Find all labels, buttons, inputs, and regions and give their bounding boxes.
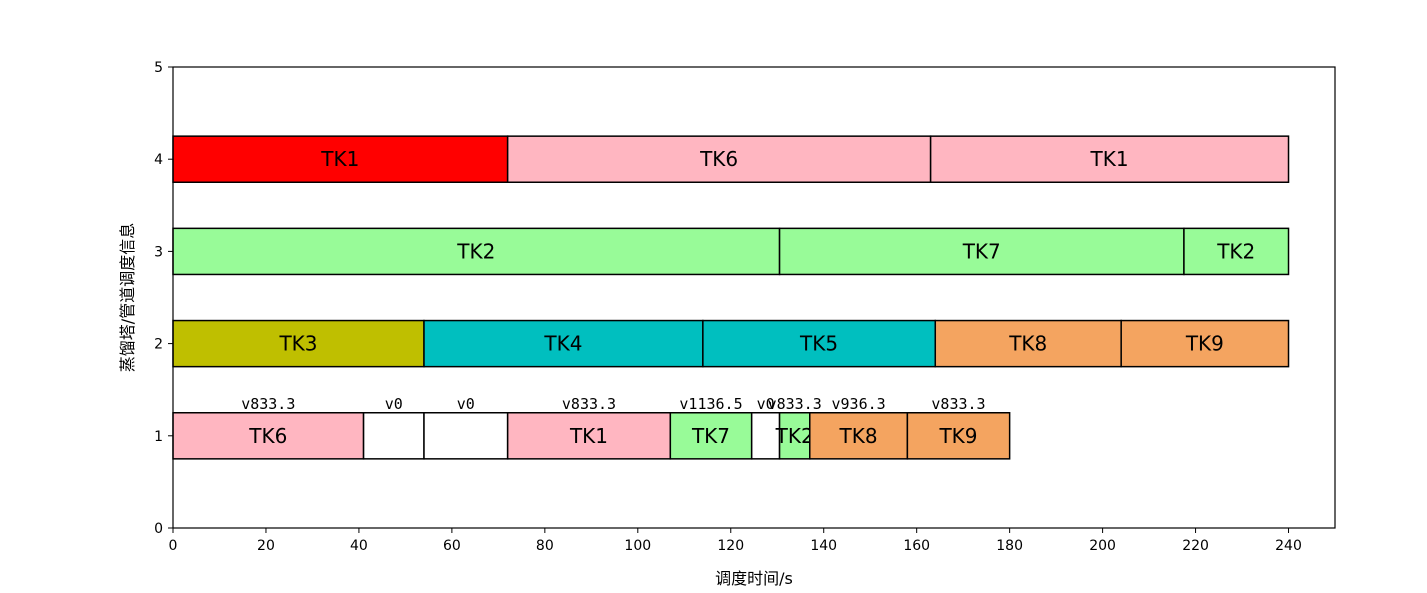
bar-label: TK7 <box>691 424 730 448</box>
bar-label: TK1 <box>1090 147 1129 171</box>
plot-frame <box>172 66 1336 529</box>
bar-label: TK1 <box>320 147 359 171</box>
x-tick-label: 140 <box>810 538 837 554</box>
bar-label: TK8 <box>1008 332 1047 356</box>
bar-label: TK2 <box>775 424 814 448</box>
bar-label: TK5 <box>799 332 838 356</box>
gantt-bar <box>423 319 704 368</box>
bar-label: TK4 <box>543 332 582 356</box>
bar-label: TK9 <box>1185 332 1224 356</box>
speed-label: v936.3 <box>831 395 885 413</box>
y-tick-label: 4 <box>154 152 163 168</box>
bar-label: TK7 <box>962 239 1001 263</box>
speed-label: v0 <box>385 395 403 413</box>
speed-label: v833.3 <box>562 395 616 413</box>
x-tick-label: 80 <box>536 538 554 554</box>
x-tick-label: 120 <box>717 538 744 554</box>
gantt-bar <box>750 412 781 460</box>
bar-label: TK1 <box>569 424 608 448</box>
y-axis-ticks: 0 1 2 3 4 5 <box>154 60 173 537</box>
speed-label: v0 <box>457 395 475 413</box>
bar-label: TK3 <box>278 332 317 356</box>
x-axis-ticks: 0 20 40 60 80 100 120 140 160 180 200 220 240 <box>169 528 1302 554</box>
gantt-bar <box>906 412 1011 460</box>
gantt-bar <box>506 135 932 183</box>
y-axis-label: 蒸馏塔/管道调度信息 <box>118 223 137 372</box>
bars-layer: TK1 TK6 TK1 TK2 TK7 TK2 TK3 TK4 TK5 TK8 TK9 TK6 TK1 T… <box>172 135 1290 460</box>
y-tick-label: 0 <box>154 521 163 537</box>
x-tick-label: 240 <box>1275 538 1302 554</box>
bar-label: TK2 <box>456 239 495 263</box>
gantt-bar <box>702 319 937 368</box>
gantt-bar <box>1120 319 1290 368</box>
speed-label: v1136.5 <box>679 395 742 413</box>
bar-label: TK2 <box>1216 239 1255 263</box>
x-tick-label: 160 <box>903 538 930 554</box>
x-tick-label: 180 <box>996 538 1023 554</box>
y-tick-label: 2 <box>154 337 163 353</box>
speed-label: v833.3 <box>241 395 295 413</box>
y-tick-label: 3 <box>154 244 163 260</box>
x-tick-label: 0 <box>169 538 178 554</box>
gantt-bar <box>423 412 509 460</box>
gantt-bar <box>778 227 1185 276</box>
gantt-bar <box>929 135 1290 183</box>
x-tick-label: 200 <box>1089 538 1116 554</box>
x-tick-label: 40 <box>350 538 368 554</box>
speed-label: v0 <box>757 395 775 413</box>
bar-label: TK8 <box>839 424 878 448</box>
x-tick-label: 20 <box>257 538 275 554</box>
gantt-bar <box>1183 227 1290 276</box>
gantt-bar <box>172 135 509 183</box>
speed-label: v833.3 <box>931 395 985 413</box>
bar-label: TK6 <box>248 424 287 448</box>
bar-label: TK6 <box>699 147 738 171</box>
gantt-bar <box>172 227 781 276</box>
y-tick-label: 5 <box>154 60 163 76</box>
bar-label: TK9 <box>938 424 977 448</box>
gantt-bar <box>362 412 425 460</box>
gantt-bar <box>934 319 1122 368</box>
gantt-bar <box>669 412 753 460</box>
y-tick-label: 1 <box>154 429 163 445</box>
gantt-bar <box>506 412 672 460</box>
x-tick-label: 100 <box>624 538 651 554</box>
x-tick-label: 60 <box>443 538 461 554</box>
x-axis-label: 调度时间/s <box>715 569 793 588</box>
x-tick-label: 220 <box>1182 538 1209 554</box>
gantt-bar <box>809 412 909 460</box>
speed-label: v833.3 <box>768 395 822 413</box>
